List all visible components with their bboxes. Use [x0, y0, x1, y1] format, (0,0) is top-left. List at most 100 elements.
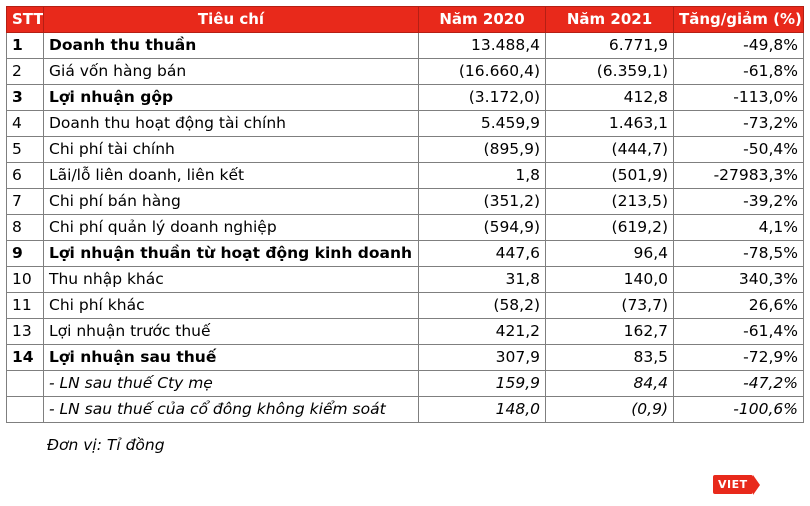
- row-label: Doanh thu hoạt động tài chính: [43, 110, 419, 137]
- row-label: Chi phí tài chính: [43, 136, 419, 163]
- row-stt: 11: [6, 292, 44, 319]
- table-row: - LN sau thuế của cổ đông không kiểm soá…: [6, 396, 804, 423]
- row-label: Chi phí quản lý doanh nghiệp: [43, 214, 419, 241]
- row-stt: 5: [6, 136, 44, 163]
- row-value-2021: (73,7): [545, 292, 674, 319]
- row-stt: 9: [6, 240, 44, 267]
- row-value-2020: 31,8: [418, 266, 546, 293]
- row-value-2020: (351,2): [418, 188, 546, 215]
- row-label: Lợi nhuận trước thuế: [43, 318, 419, 345]
- row-label: Giá vốn hàng bán: [43, 58, 419, 85]
- table-row: 8 Chi phí quản lý doanh nghiệp (594,9) (619…: [6, 214, 804, 241]
- row-change: -78,5%: [673, 240, 804, 267]
- row-change: -72,9%: [673, 344, 804, 371]
- row-stt: 8: [6, 214, 44, 241]
- header-year-2020: Năm 2020: [418, 6, 546, 33]
- row-change: 4,1%: [673, 214, 804, 241]
- row-value-2020: 13.488,4: [418, 32, 546, 59]
- row-value-2021: (6.359,1): [545, 58, 674, 85]
- row-stt: 3: [6, 84, 44, 111]
- table-row: 5 Chi phí tài chính (895,9) (444,7) -50,4%: [6, 136, 804, 163]
- row-stt: [6, 370, 44, 397]
- row-value-2020: (895,9): [418, 136, 546, 163]
- viet-logo: VIET: [713, 475, 760, 495]
- row-value-2021: (619,2): [545, 214, 674, 241]
- row-value-2021: (213,5): [545, 188, 674, 215]
- row-stt: 1: [6, 32, 44, 59]
- row-change: -100,6%: [673, 396, 804, 423]
- table-row: 3 Lợi nhuận gộp (3.172,0) 412,8 -113,0%: [6, 84, 804, 111]
- row-value-2021: 96,4: [545, 240, 674, 267]
- row-value-2020: (3.172,0): [418, 84, 546, 111]
- financial-table: STT Tiêu chí Năm 2020 Năm 2021 Tăng/giảm…: [6, 6, 804, 423]
- row-value-2020: 148,0: [418, 396, 546, 423]
- row-label: - LN sau thuế Cty mẹ: [43, 370, 419, 397]
- table-row: 2 Giá vốn hàng bán (16.660,4) (6.359,1) -61,…: [6, 58, 804, 85]
- row-value-2021: 84,4: [545, 370, 674, 397]
- row-value-2020: 159,9: [418, 370, 546, 397]
- table-row: 10 Thu nhập khác 31,8 140,0 340,3%: [6, 266, 804, 293]
- row-stt: 6: [6, 162, 44, 189]
- header-stt: STT: [6, 6, 44, 33]
- row-value-2021: 162,7: [545, 318, 674, 345]
- row-change: -61,8%: [673, 58, 804, 85]
- row-change: 340,3%: [673, 266, 804, 293]
- row-value-2020: 307,9: [418, 344, 546, 371]
- table-row: 11 Chi phí khác (58,2) (73,7) 26,6%: [6, 292, 804, 319]
- row-stt: [6, 396, 44, 423]
- row-change: 26,6%: [673, 292, 804, 319]
- row-change: -73,2%: [673, 110, 804, 137]
- row-change: -61,4%: [673, 318, 804, 345]
- unit-note: Đơn vị: Tỉ đồng: [47, 436, 165, 454]
- header-year-2021: Năm 2021: [545, 6, 674, 33]
- table-row: - LN sau thuế Cty mẹ 159,9 84,4 -47,2%: [6, 370, 804, 397]
- row-value-2020: 421,2: [418, 318, 546, 345]
- table-row: 4 Doanh thu hoạt động tài chính 5.459,9 1.4…: [6, 110, 804, 137]
- row-stt: 14: [6, 344, 44, 371]
- table-row: 7 Chi phí bán hàng (351,2) (213,5) -39,2%: [6, 188, 804, 215]
- row-change: -39,2%: [673, 188, 804, 215]
- row-label: Thu nhập khác: [43, 266, 419, 293]
- row-value-2020: (594,9): [418, 214, 546, 241]
- row-value-2021: 83,5: [545, 344, 674, 371]
- table-row: 14 Lợi nhuận sau thuế 307,9 83,5 -72,9%: [6, 344, 804, 371]
- row-stt: 2: [6, 58, 44, 85]
- row-label: Lãi/lỗ liên doanh, liên kết: [43, 162, 419, 189]
- row-value-2020: 447,6: [418, 240, 546, 267]
- row-stt: 10: [6, 266, 44, 293]
- table-row: 1 Doanh thu thuần 13.488,4 6.771,9 -49,8%: [6, 32, 804, 59]
- row-label: Lợi nhuận gộp: [43, 84, 419, 111]
- row-stt: 4: [6, 110, 44, 137]
- row-stt: 7: [6, 188, 44, 215]
- row-change: -27983,3%: [673, 162, 804, 189]
- row-label: Chi phí khác: [43, 292, 419, 319]
- table-header-row: STT Tiêu chí Năm 2020 Năm 2021 Tăng/giảm…: [6, 6, 804, 33]
- row-value-2021: 412,8: [545, 84, 674, 111]
- table-row: 9 Lợi nhuận thuần từ hoạt động kinh doanh…: [6, 240, 804, 267]
- row-label: Doanh thu thuần: [43, 32, 419, 59]
- row-change: -113,0%: [673, 84, 804, 111]
- row-value-2021: (444,7): [545, 136, 674, 163]
- table-body: 1 Doanh thu thuần 13.488,4 6.771,9 -49,8% 2 Gi…: [6, 32, 804, 423]
- table-row: 13 Lợi nhuận trước thuế 421,2 162,7 -61,4%: [6, 318, 804, 345]
- row-value-2021: 6.771,9: [545, 32, 674, 59]
- row-change: -50,4%: [673, 136, 804, 163]
- row-value-2021: (501,9): [545, 162, 674, 189]
- row-value-2020: 1,8: [418, 162, 546, 189]
- row-value-2020: (58,2): [418, 292, 546, 319]
- header-change: Tăng/giảm (%): [673, 6, 804, 33]
- row-label: Chi phí bán hàng: [43, 188, 419, 215]
- row-label: Lợi nhuận thuần từ hoạt động kinh doanh: [43, 240, 419, 267]
- row-label: Lợi nhuận sau thuế: [43, 344, 419, 371]
- row-stt: 13: [6, 318, 44, 345]
- header-criteria: Tiêu chí: [43, 6, 419, 33]
- row-change: -47,2%: [673, 370, 804, 397]
- row-value-2021: 1.463,1: [545, 110, 674, 137]
- row-value-2020: 5.459,9: [418, 110, 546, 137]
- row-value-2021: 140,0: [545, 266, 674, 293]
- row-value-2020: (16.660,4): [418, 58, 546, 85]
- table-row: 6 Lãi/lỗ liên doanh, liên kết 1,8 (501,9) -2…: [6, 162, 804, 189]
- row-change: -49,8%: [673, 32, 804, 59]
- row-label: - LN sau thuế của cổ đông không kiểm soá…: [43, 396, 419, 423]
- row-value-2021: (0,9): [545, 396, 674, 423]
